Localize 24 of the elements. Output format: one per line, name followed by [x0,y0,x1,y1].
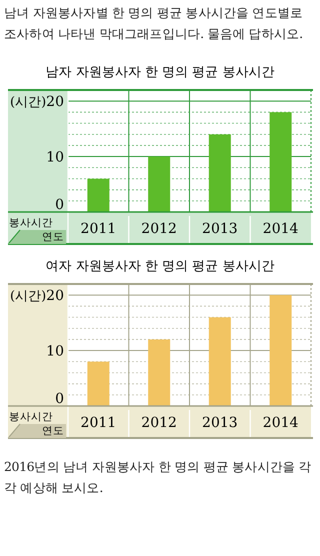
y-tick-label: 0 [55,197,64,213]
x-axis-title: 연도 [42,425,64,437]
x-tick-label: 2014 [262,415,299,431]
x-axis-title: 연도 [42,231,64,243]
y-tick-label: 20 [46,94,64,110]
y-tick-label: 10 [46,150,64,166]
text: 남녀 자원봉사자별 한 명의 평균 봉사시간을 연도별로 조사하여 나타낸 막대그래프입니다. 물음에 답하시오. [3,4,304,43]
chart-title: 남자 자원봉사자 한 명의 평균 봉사시간 [46,65,274,80]
text: 봉사시간 [9,411,53,423]
x-tick-label: 2014 [262,221,299,237]
y-axis-title: (시간) [10,289,46,304]
y-tick-label: 20 [46,288,64,304]
x-tick-label: 2011 [80,221,116,237]
text: 봉사시간 [9,217,53,229]
y-tick-label: 0 [55,391,64,407]
x-tick-label: 2013 [202,221,238,237]
text: 2016년의 남녀 자원봉사자 한 명의 평균 봉사시간을 각각 예상해 보시오. [3,458,312,497]
y-axis-title: (시간) [10,95,46,110]
x-tick-label: 2013 [202,415,238,431]
y-tick-label: 10 [46,344,64,360]
x-tick-label: 2012 [141,221,177,237]
x-tick-label: 2012 [141,415,177,431]
x-tick-label: 2011 [80,415,116,431]
chart-title: 여자 자원봉사자 한 명의 평균 봉사시간 [46,259,274,274]
